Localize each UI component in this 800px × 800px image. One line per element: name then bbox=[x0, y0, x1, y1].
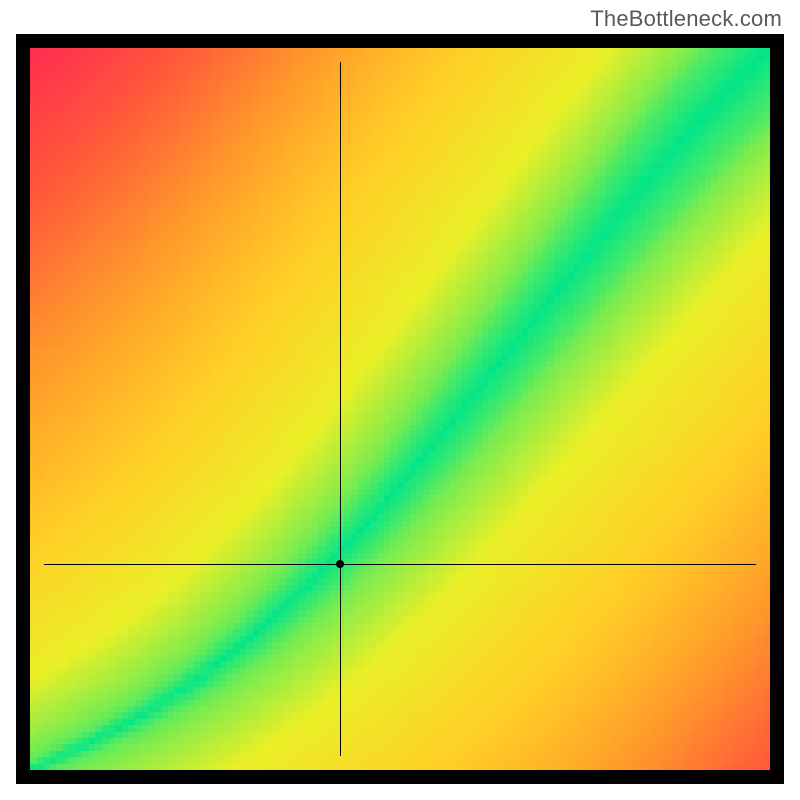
marker-dot bbox=[336, 560, 344, 568]
plot-frame bbox=[16, 34, 784, 784]
crosshair-horizontal bbox=[44, 564, 756, 565]
heatmap-canvas bbox=[30, 48, 770, 770]
crosshair-vertical bbox=[340, 62, 341, 756]
chart-stage: TheBottleneck.com bbox=[0, 0, 800, 800]
watermark-text: TheBottleneck.com bbox=[590, 6, 782, 32]
